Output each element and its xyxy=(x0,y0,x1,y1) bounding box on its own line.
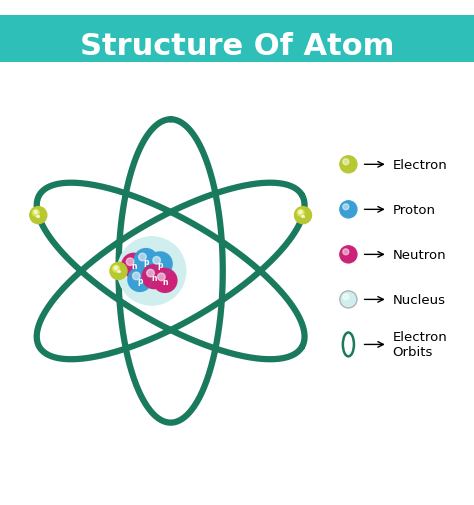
Text: p: p xyxy=(143,257,149,266)
Text: Electron
Orbits: Electron Orbits xyxy=(392,331,447,359)
Circle shape xyxy=(340,157,357,174)
Circle shape xyxy=(340,246,357,264)
Circle shape xyxy=(343,205,349,211)
Circle shape xyxy=(113,266,119,272)
Text: Nucleus: Nucleus xyxy=(392,293,446,307)
Text: Electron: Electron xyxy=(392,159,447,172)
Circle shape xyxy=(340,201,357,219)
Circle shape xyxy=(343,160,349,166)
Text: Structure Of Atom: Structure Of Atom xyxy=(80,32,394,61)
Circle shape xyxy=(138,254,146,261)
Text: n: n xyxy=(162,277,168,286)
Circle shape xyxy=(147,270,155,277)
Circle shape xyxy=(153,257,160,265)
Text: n: n xyxy=(151,273,157,282)
Text: p: p xyxy=(137,276,143,285)
Circle shape xyxy=(128,268,152,292)
Text: e: e xyxy=(117,269,120,274)
Text: Neutron: Neutron xyxy=(392,248,446,262)
Circle shape xyxy=(340,291,357,309)
FancyBboxPatch shape xyxy=(0,16,474,63)
Circle shape xyxy=(114,267,118,270)
Text: e: e xyxy=(36,213,40,218)
Circle shape xyxy=(157,274,165,281)
Circle shape xyxy=(110,263,127,280)
Circle shape xyxy=(299,211,302,215)
Text: p: p xyxy=(157,261,163,269)
Circle shape xyxy=(122,254,146,278)
Circle shape xyxy=(148,252,172,276)
Circle shape xyxy=(142,265,166,289)
Circle shape xyxy=(34,211,37,215)
Circle shape xyxy=(343,249,349,256)
Circle shape xyxy=(118,237,186,306)
Circle shape xyxy=(134,249,158,273)
Text: Proton: Proton xyxy=(392,204,436,217)
Circle shape xyxy=(153,269,177,293)
Circle shape xyxy=(30,207,47,224)
Circle shape xyxy=(33,210,39,217)
Text: n: n xyxy=(131,262,137,271)
Circle shape xyxy=(343,294,349,300)
Text: e: e xyxy=(301,213,305,218)
Circle shape xyxy=(297,210,304,217)
Circle shape xyxy=(294,207,311,224)
Circle shape xyxy=(132,273,140,280)
Circle shape xyxy=(126,259,134,266)
